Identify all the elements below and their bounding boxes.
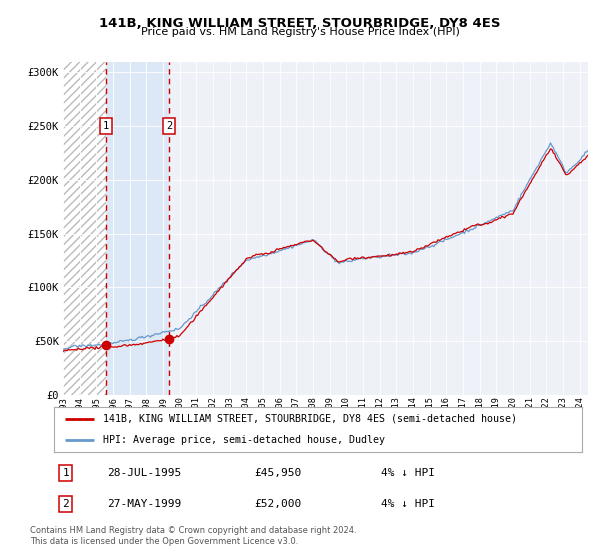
Text: 1: 1 [62, 468, 69, 478]
Text: HPI: Average price, semi-detached house, Dudley: HPI: Average price, semi-detached house,… [103, 435, 385, 445]
Text: 4% ↓ HPI: 4% ↓ HPI [382, 500, 436, 509]
Text: 2: 2 [62, 500, 69, 509]
Text: Price paid vs. HM Land Registry's House Price Index (HPI): Price paid vs. HM Land Registry's House … [140, 27, 460, 37]
Text: £52,000: £52,000 [254, 500, 302, 509]
Text: 28-JUL-1995: 28-JUL-1995 [107, 468, 181, 478]
Text: 141B, KING WILLIAM STREET, STOURBRIDGE, DY8 4ES: 141B, KING WILLIAM STREET, STOURBRIDGE, … [99, 17, 501, 30]
Text: 141B, KING WILLIAM STREET, STOURBRIDGE, DY8 4ES (semi-detached house): 141B, KING WILLIAM STREET, STOURBRIDGE, … [103, 414, 517, 424]
Text: Contains HM Land Registry data © Crown copyright and database right 2024.
This d: Contains HM Land Registry data © Crown c… [30, 526, 356, 546]
Text: 2: 2 [166, 121, 172, 131]
Text: 27-MAY-1999: 27-MAY-1999 [107, 500, 181, 509]
Bar [106, 62, 169, 395]
Text: 4% ↓ HPI: 4% ↓ HPI [382, 468, 436, 478]
Text: 1: 1 [103, 121, 109, 131]
Text: £45,950: £45,950 [254, 468, 302, 478]
Bar [63, 62, 106, 395]
